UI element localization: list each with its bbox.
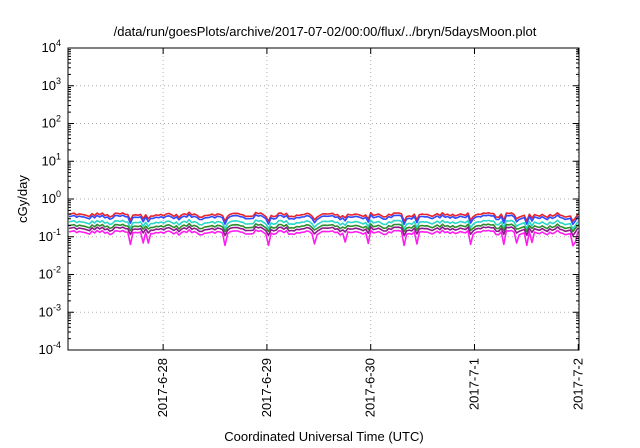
- y-tick-label: 102: [42, 114, 61, 131]
- y-tick-label: 103: [42, 76, 61, 93]
- y-tick-label: 10-3: [39, 302, 61, 319]
- x-tick-label: 2017-6-30: [363, 358, 378, 417]
- x-tick-label: 2017-6-29: [259, 358, 274, 417]
- y-tick-label: 104: [42, 38, 61, 55]
- chart-title: /data/run/goesPlots/archive/2017-07-02/0…: [114, 24, 537, 39]
- y-tick-label: 10-2: [39, 265, 61, 282]
- x-tick-label: 2017-7-1: [466, 358, 481, 410]
- y-tick-label: 10-1: [39, 227, 61, 244]
- y-axis: 10-4 10-3 10-2 10-1 100 101 102 103 104: [39, 38, 579, 357]
- series-line: [68, 222, 579, 233]
- series-line: [68, 225, 579, 237]
- y-tick-label: 101: [42, 151, 61, 168]
- series-line: [68, 213, 579, 226]
- y-tick-label: 100: [42, 189, 61, 206]
- x-tick-label: 2017-6-28: [155, 358, 170, 417]
- series-line: [68, 229, 579, 247]
- series-line: [68, 211, 579, 223]
- series-group: [68, 211, 579, 247]
- x-axis-label: Coordinated Universal Time (UTC): [224, 429, 423, 444]
- series-line: [68, 218, 579, 230]
- y-axis-label: cGy/day: [15, 175, 30, 223]
- y-tick-label: 10-4: [39, 340, 61, 357]
- grid: [68, 48, 579, 350]
- x-tick-label: 2017-7-2: [570, 358, 585, 410]
- x-axis: 2017-6-28 2017-6-29 2017-6-30 2017-7-1 2017-…: [155, 48, 585, 417]
